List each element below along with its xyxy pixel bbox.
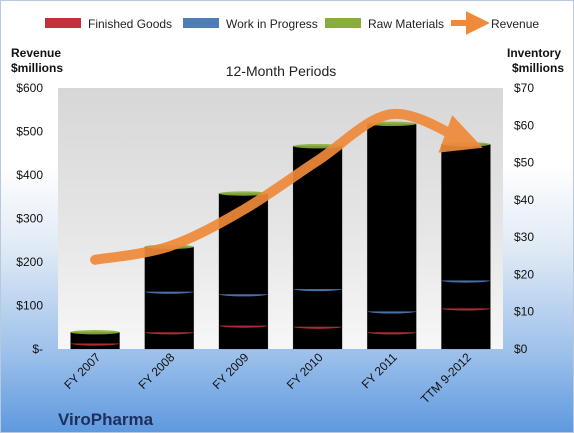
x-axis: FY 2007 FY 2008 FY 2009 FY 2010 FY 2011 TTM 9…	[61, 350, 474, 406]
bar-segment-raw-materials	[441, 144, 491, 281]
legend: Finished Goods Work in Progress Raw Materi…	[45, 11, 539, 35]
bar-segment-work-in-progress	[366, 311, 417, 333]
x-tick-label: TTM 9-2012	[418, 350, 474, 406]
right-tick-label: $70	[514, 81, 534, 95]
right-axis: $0 $10 $20 $30 $40 $50 $60 $70	[514, 81, 534, 356]
x-tick-label: FY 2011	[359, 350, 400, 391]
bar-segment-raw-materials	[366, 123, 417, 312]
legend-label-0: Finished Goods	[88, 17, 172, 31]
right-tick-label: $50	[514, 156, 534, 170]
x-tick-label: FY 2008	[136, 350, 178, 392]
left-axis-title-line2: $millions	[11, 61, 63, 75]
legend-swatch-1	[183, 18, 219, 28]
bar-segment-work-in-progress	[144, 291, 195, 333]
right-tick-label: $10	[514, 305, 534, 319]
legend-swatch-0	[45, 18, 81, 28]
bar-segment-finished-goods	[441, 308, 491, 350]
bar-segment-top	[70, 330, 120, 335]
bars	[70, 121, 491, 350]
left-tick-label: $-	[32, 342, 43, 356]
left-tick-label: $200	[16, 255, 43, 269]
right-tick-label: $0	[514, 342, 528, 356]
bar-segment-finished-goods	[218, 325, 269, 350]
legend-swatch-2	[325, 18, 361, 28]
plot-area	[58, 88, 503, 349]
bar-segment-work-in-progress	[441, 280, 491, 309]
bar-segment-work-in-progress	[292, 288, 343, 327]
bar-segment-finished-goods	[292, 326, 343, 350]
bar-segment-top	[218, 191, 268, 196]
left-tick-label: $400	[16, 168, 43, 182]
legend-label-revenue: Revenue	[491, 17, 539, 31]
bar-segment-finished-goods	[366, 331, 417, 350]
left-axis-title-line1: Revenue	[11, 46, 61, 60]
revenue-line	[90, 108, 483, 265]
chart-title: 12-Month Periods	[226, 63, 337, 79]
right-tick-label: $20	[514, 267, 534, 281]
revenue-series	[90, 108, 483, 265]
right-axis-title-line2: $millions	[512, 61, 564, 75]
right-axis-title-line1: Inventory	[507, 46, 561, 60]
x-tick-label: FY 2009	[210, 350, 252, 392]
bar-segment-finished-goods	[144, 331, 195, 350]
left-tick-label: $600	[16, 81, 43, 95]
bar-segment-work-in-progress	[218, 293, 269, 326]
x-tick-label: FY 2010	[284, 350, 326, 392]
right-tick-label: $30	[514, 230, 534, 244]
right-tick-label: $60	[514, 118, 534, 132]
left-tick-label: $100	[16, 299, 43, 313]
left-tick-label: $300	[16, 212, 43, 226]
company-name: ViroPharma	[58, 410, 154, 429]
x-tick-label: FY 2007	[61, 350, 103, 392]
left-tick-label: $500	[16, 125, 43, 139]
legend-label-1: Work in Progress	[226, 17, 318, 31]
right-tick-label: $40	[514, 193, 534, 207]
left-axis: $- $100 $200 $300 $400 $500 $600	[16, 81, 43, 356]
legend-label-2: Raw Materials	[368, 17, 444, 31]
